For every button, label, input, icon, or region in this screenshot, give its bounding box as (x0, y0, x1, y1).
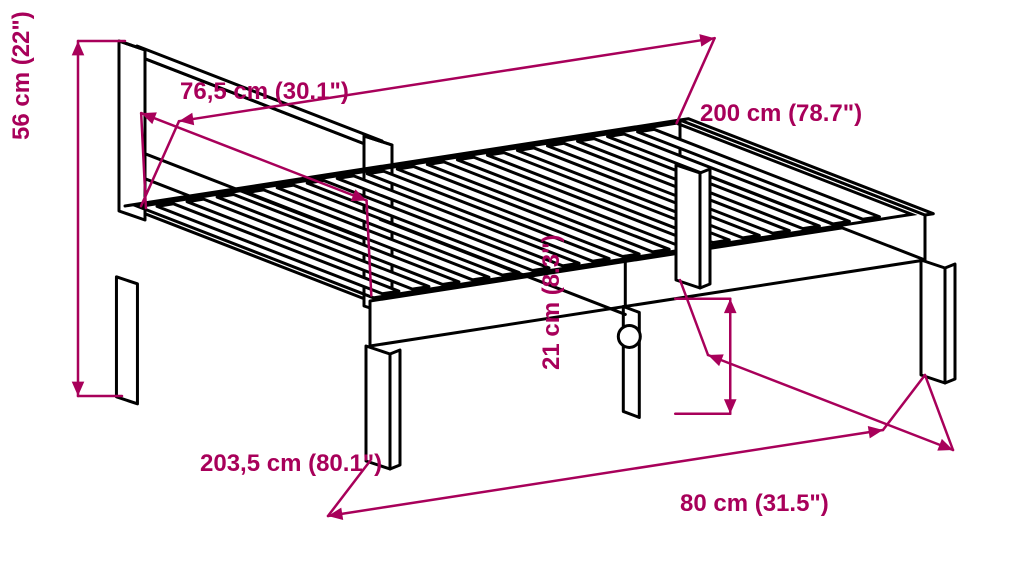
dim-height-total: 56 cm (22") (8, 11, 37, 140)
dim-clearance: 21 cm (8.3") (538, 235, 567, 370)
dimension-lines (0, 0, 1020, 571)
dim-width-outer: 80 cm (31.5") (680, 490, 829, 519)
dim-length-inner: 200 cm (78.7") (700, 100, 862, 129)
diagram-stage: 56 cm (22") 76,5 cm (30.1") 200 cm (78.7… (0, 0, 1020, 571)
dim-inner-width: 76,5 cm (30.1") (180, 78, 349, 107)
dim-length-outer: 203,5 cm (80.1") (200, 450, 382, 479)
